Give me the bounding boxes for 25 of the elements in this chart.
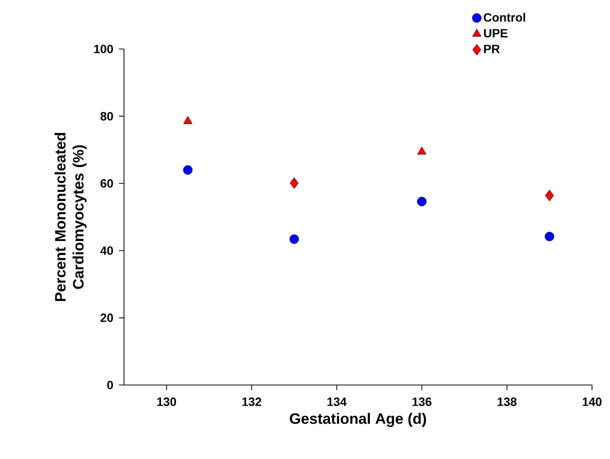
point — [545, 190, 554, 202]
y-tick-label: 20 — [100, 314, 113, 322]
y-tick-label: 100 — [94, 44, 113, 54]
x-tick-label: 138 — [498, 398, 517, 406]
x-tick-label: 140 — [582, 398, 602, 406]
y-tick-label: 80 — [100, 112, 113, 120]
y-tick-label: 60 — [100, 179, 113, 188]
point — [183, 165, 193, 175]
point — [417, 196, 427, 206]
legend-label: Control — [484, 12, 526, 22]
x-axis-title: Gestational Age (d) — [290, 412, 426, 427]
x-tick-label: 132 — [242, 398, 262, 406]
point — [544, 232, 554, 242]
point — [417, 146, 426, 155]
point — [183, 116, 192, 124]
x-tick-label: 130 — [157, 398, 176, 406]
y-tick-label: 0 — [107, 380, 113, 390]
legend-label: UPE — [484, 29, 508, 38]
point — [290, 177, 299, 189]
x-tick-label: 136 — [412, 398, 432, 406]
y-tick-label: 40 — [100, 246, 113, 255]
point — [289, 234, 299, 244]
y-axis-title: Percent Mononucleated Cardiomyocytes (%) — [54, 132, 87, 302]
x-tick-label: 134 — [327, 398, 347, 406]
legend-label: PR — [484, 44, 500, 54]
